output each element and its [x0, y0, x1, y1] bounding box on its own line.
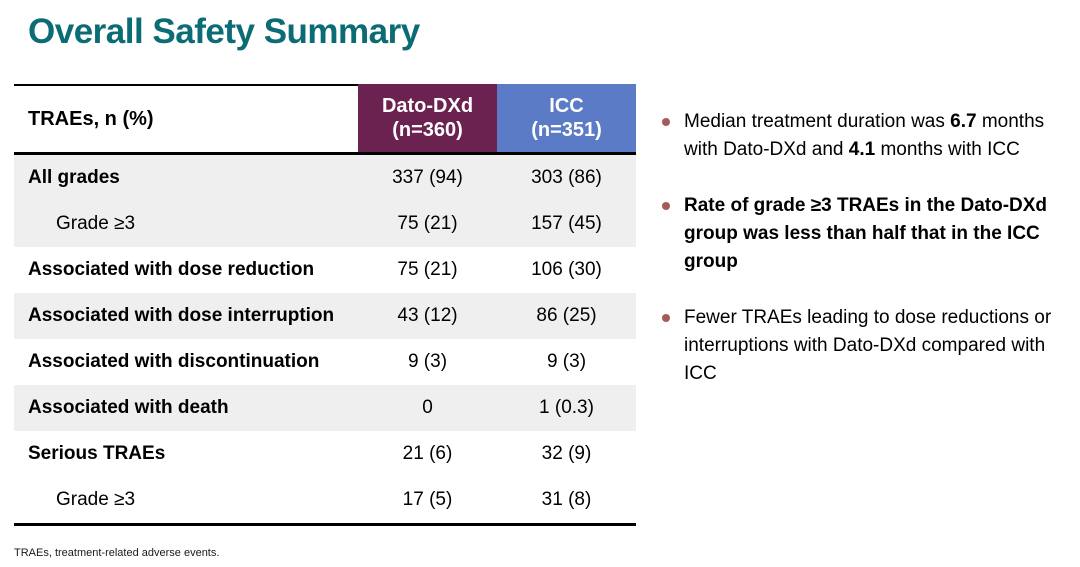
row-value-dato: 21 (6) [402, 443, 453, 464]
row-value-dato: 75 (21) [397, 213, 458, 234]
row-value-dato: 43 (12) [397, 305, 458, 326]
row-label: Serious TRAEs [28, 443, 166, 464]
row-label: Associated with discontinuation [28, 351, 320, 372]
row-value-icc: 9 (3) [546, 351, 587, 372]
header-icc-n: (n=351) [531, 119, 602, 141]
row-value-dato: 9 (3) [407, 351, 448, 372]
table-row: Associated with dose reduction 75 (21) 106… [14, 247, 636, 293]
row-value-dato: 75 (21) [397, 259, 458, 280]
row-label: Grade ≥3 [56, 489, 136, 510]
row-value-icc: 31 (8) [541, 489, 592, 510]
row-value-icc: 106 (30) [531, 259, 602, 280]
header-cell-dato-dxd: Dato-DXd (n=360) [358, 84, 497, 155]
page-title: Overall Safety Summary [28, 12, 420, 51]
table-row: All grades 337 (94) 303 (86) [14, 155, 636, 201]
row-value-icc: 86 (25) [536, 305, 597, 326]
header-gap [346, 84, 358, 155]
key-point-item: Median treatment duration was 6.7 months… [658, 108, 1072, 164]
row-value-icc: 32 (9) [541, 443, 592, 464]
header-icc-name: ICC [549, 94, 584, 117]
table-body: All grades 337 (94) 303 (86) Grade ≥3 75 (21… [14, 155, 636, 526]
key-point-text: Fewer TRAEs leading to dose reductions o… [684, 307, 1052, 384]
row-label: Grade ≥3 [56, 213, 136, 234]
key-point-text: Median treatment duration was 6.7 months… [684, 111, 1045, 160]
table-row: Associated with dose interruption 43 (12)… [14, 293, 636, 339]
key-point-item: Rate of grade ≥3 TRAEs in the Dato-DXd g… [658, 192, 1072, 276]
bullet-dot-icon [662, 202, 670, 210]
row-label: Associated with dose reduction [28, 259, 315, 280]
footnote: TRAEs, treatment-related adverse events. [14, 547, 220, 559]
table-row: Grade ≥3 17 (5) 31 (8) [14, 477, 636, 523]
header-cell-icc: ICC (n=351) [497, 84, 636, 155]
key-point-item: Fewer TRAEs leading to dose reductions o… [658, 304, 1072, 388]
row-value-dato: 0 [422, 397, 433, 418]
row-value-icc: 157 (45) [531, 213, 602, 234]
key-point-text: Rate of grade ≥3 TRAEs in the Dato-DXd g… [684, 195, 1048, 272]
row-value-dato: 17 (5) [402, 489, 453, 510]
bullet-dot-icon [662, 118, 670, 126]
table-row: Associated with discontinuation 9 (3) 9 (3… [14, 339, 636, 385]
table-row: Grade ≥3 75 (21) 157 (45) [14, 201, 636, 247]
table-row: Associated with death 0 1 (0.3) [14, 385, 636, 431]
bullet-dot-icon [662, 314, 670, 322]
safety-table: TRAEs, n (%) Dato-DXd (n=360) ICC (n=351… [14, 84, 636, 526]
header-dato-name: Dato-DXd [381, 94, 474, 117]
row-label: Associated with dose interruption [28, 305, 335, 326]
header-cell-traes: TRAEs, n (%) [14, 84, 346, 155]
key-points-list: Median treatment duration was 6.7 months… [658, 108, 1072, 416]
row-label: Associated with death [28, 397, 229, 418]
row-value-dato: 337 (94) [392, 167, 463, 188]
row-value-icc: 1 (0.3) [539, 397, 594, 418]
table-header-row: TRAEs, n (%) Dato-DXd (n=360) ICC (n=351… [14, 84, 636, 155]
row-value-icc: 303 (86) [531, 167, 602, 188]
header-dato-n: (n=360) [392, 119, 463, 141]
table-row: Serious TRAEs 21 (6) 32 (9) [14, 431, 636, 477]
row-label: All grades [28, 167, 120, 188]
